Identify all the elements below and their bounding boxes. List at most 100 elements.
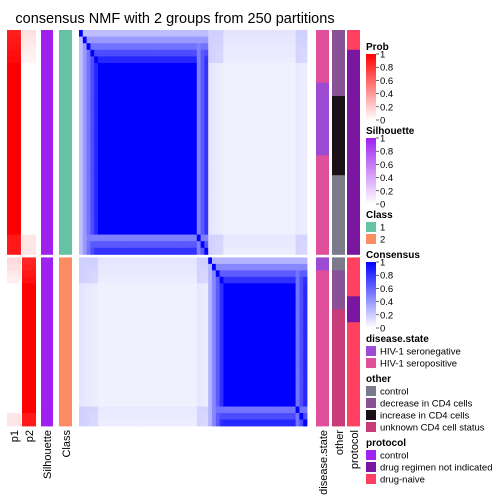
consensus-cell — [234, 201, 239, 209]
consensus-cell — [94, 115, 99, 123]
consensus-cell — [284, 367, 289, 375]
consensus-cell — [246, 241, 251, 249]
consensus-cell — [117, 96, 122, 103]
consensus-cell — [265, 341, 270, 349]
consensus-cell — [155, 367, 160, 375]
consensus-cell — [86, 188, 91, 196]
chart-title: consensus NMF with 2 groups from 250 par… — [15, 11, 334, 27]
consensus-cell — [147, 129, 152, 136]
consensus-cell — [155, 208, 160, 216]
p2-cell — [22, 247, 36, 255]
consensus-cell — [170, 296, 175, 304]
consensus-cell — [253, 109, 258, 117]
consensus-cell — [109, 241, 114, 249]
consensus-cell — [79, 393, 84, 401]
p2-cell — [22, 142, 36, 150]
consensus-cell — [147, 188, 152, 196]
consensus-cell — [253, 341, 258, 349]
consensus-cell — [98, 380, 103, 388]
consensus-cell — [177, 82, 182, 90]
consensus-cell — [117, 135, 122, 143]
consensus-cell — [94, 69, 99, 77]
consensus-cell — [151, 49, 156, 57]
consensus-cell — [181, 354, 186, 362]
consensus-cell — [90, 270, 95, 278]
consensus-cell — [280, 419, 285, 427]
consensus-cell — [124, 419, 129, 427]
consensus-cell — [223, 96, 228, 103]
consensus-cell — [231, 129, 236, 136]
consensus-cell — [105, 122, 110, 130]
consensus-cell — [223, 155, 228, 163]
consensus-cell — [86, 387, 91, 394]
consensus-cell — [181, 296, 186, 304]
consensus-cell — [291, 393, 296, 401]
consensus-cell — [120, 76, 125, 84]
consensus-cell — [143, 302, 148, 310]
consensus-cell — [208, 89, 213, 97]
consensus-cell — [143, 76, 148, 84]
consensus-cell — [208, 296, 213, 304]
class-cell — [59, 122, 72, 130]
consensus-cell — [109, 387, 114, 394]
consensus-cell — [139, 115, 144, 123]
consensus-cell — [299, 270, 304, 278]
consensus-cell — [151, 263, 156, 271]
consensus-cell — [94, 56, 99, 64]
consensus-cell — [288, 315, 293, 323]
consensus-cell — [143, 162, 148, 169]
consensus-cell — [257, 82, 262, 90]
consensus-cell — [82, 82, 87, 90]
class-cell — [59, 419, 72, 427]
consensus-cell — [284, 36, 289, 44]
consensus-cell — [200, 36, 205, 44]
consensus-cell — [120, 241, 125, 249]
consensus-cell — [162, 315, 167, 323]
consensus-cell — [250, 283, 255, 291]
protocol-cell — [347, 49, 360, 57]
consensus-cell — [295, 109, 300, 117]
consensus-cell — [196, 374, 201, 382]
consensus-cell — [117, 148, 122, 156]
consensus-cell — [238, 30, 243, 37]
consensus-cell — [109, 214, 114, 222]
consensus-cell — [193, 162, 198, 169]
consensus-cell — [280, 270, 285, 278]
consensus-cell — [174, 148, 179, 156]
p1-cell — [7, 221, 21, 229]
consensus-cell — [124, 175, 129, 183]
consensus-cell — [303, 413, 308, 420]
consensus-cell — [86, 341, 91, 349]
consensus-cell — [94, 208, 99, 216]
consensus-cell — [147, 168, 152, 176]
consensus-cell — [105, 63, 110, 70]
consensus-cell — [212, 168, 217, 176]
consensus-cell — [128, 374, 133, 382]
consensus-cell — [185, 289, 190, 297]
consensus-cell — [132, 162, 137, 169]
legend-title: Prob — [366, 42, 389, 53]
consensus-cell — [204, 341, 209, 349]
consensus-cell — [174, 221, 179, 229]
consensus-cell — [147, 175, 152, 183]
consensus-cell — [109, 322, 114, 330]
consensus-cell — [117, 413, 122, 420]
disease-state-cell — [316, 89, 329, 97]
consensus-cell — [132, 221, 137, 229]
consensus-cell — [136, 221, 141, 229]
consensus-cell — [238, 270, 243, 278]
consensus-cell — [234, 257, 239, 265]
consensus-cell — [132, 283, 137, 291]
consensus-cell — [113, 374, 118, 382]
disease-state-cell — [316, 36, 329, 44]
consensus-cell — [124, 76, 129, 84]
consensus-cell — [128, 228, 133, 235]
consensus-cell — [219, 82, 224, 90]
consensus-cell — [166, 135, 171, 143]
consensus-cell — [82, 335, 87, 343]
consensus-cell — [234, 89, 239, 97]
consensus-cell — [86, 374, 91, 382]
consensus-cell — [215, 400, 220, 407]
consensus-cell — [215, 380, 220, 388]
consensus-cell — [132, 257, 137, 265]
